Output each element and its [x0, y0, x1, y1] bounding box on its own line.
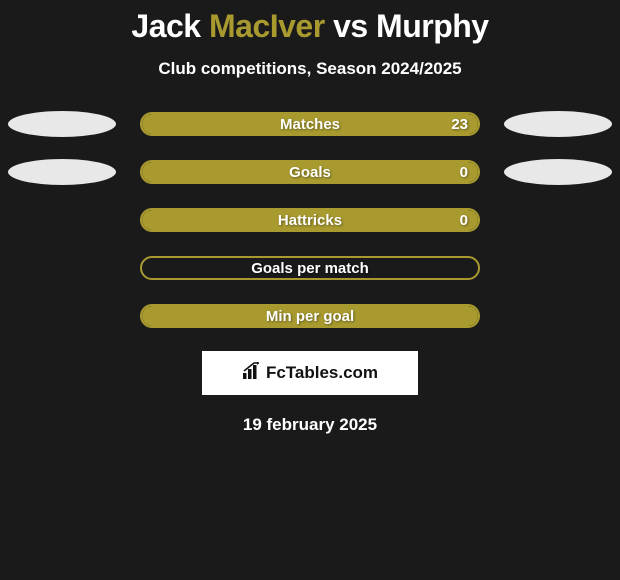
- attribution-badge: FcTables.com: [202, 351, 418, 395]
- stat-row-goals-per-match: Goals per match: [0, 255, 620, 281]
- attribution-text: FcTables.com: [266, 363, 378, 383]
- stat-bar: Goals 0: [140, 160, 480, 184]
- stat-label: Hattricks: [278, 212, 342, 229]
- stat-label: Goals: [289, 164, 331, 181]
- stat-value: 0: [460, 164, 468, 181]
- stat-row-hattricks: Hattricks 0: [0, 207, 620, 233]
- stat-row-matches: Matches 23: [0, 111, 620, 137]
- right-ellipse: [504, 159, 612, 185]
- page-title: Jack MacIver vs Murphy: [131, 8, 488, 45]
- comparison-infographic: Jack MacIver vs Murphy Club competitions…: [0, 0, 620, 435]
- title-prefix: Jack: [131, 8, 209, 44]
- bar-chart-icon: [242, 362, 264, 385]
- stat-row-min-per-goal: Min per goal: [0, 303, 620, 329]
- stat-value: 0: [460, 212, 468, 229]
- stat-rows: Matches 23 Goals 0 Hattricks 0: [0, 111, 620, 329]
- title-suffix: vs Murphy: [325, 8, 489, 44]
- stat-row-goals: Goals 0: [0, 159, 620, 185]
- stat-value: 23: [451, 116, 468, 133]
- date-text: 19 february 2025: [243, 415, 377, 435]
- stat-bar: Min per goal: [140, 304, 480, 328]
- title-highlight: MacIver: [209, 8, 325, 44]
- left-ellipse: [8, 159, 116, 185]
- stat-label: Goals per match: [251, 260, 369, 277]
- left-ellipse: [8, 111, 116, 137]
- right-ellipse: [504, 111, 612, 137]
- stat-bar: Hattricks 0: [140, 208, 480, 232]
- stat-bar: Matches 23: [140, 112, 480, 136]
- stat-bar: Goals per match: [140, 256, 480, 280]
- subtitle: Club competitions, Season 2024/2025: [158, 59, 461, 79]
- stat-label: Matches: [280, 116, 340, 133]
- stat-label: Min per goal: [266, 308, 354, 325]
